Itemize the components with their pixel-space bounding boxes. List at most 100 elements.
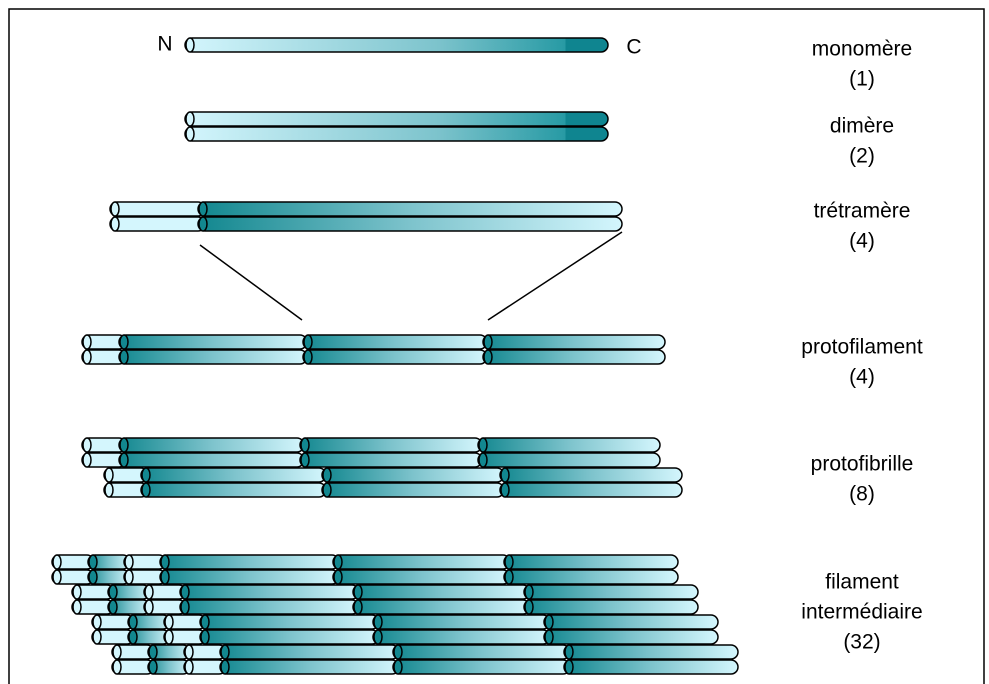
stage-count: (4) <box>849 366 875 389</box>
rod-end <box>124 554 134 570</box>
stage-name: monomère <box>812 38 912 61</box>
rod-end <box>180 584 190 600</box>
rod <box>159 554 340 570</box>
rod <box>299 452 483 468</box>
rod-end <box>144 599 154 615</box>
rod <box>499 482 683 498</box>
rod-end <box>88 554 98 570</box>
rod <box>503 569 679 585</box>
rod-end <box>504 554 514 570</box>
rod-end <box>72 599 82 615</box>
rod-end <box>185 111 195 127</box>
rod-end <box>164 629 174 645</box>
rod-end <box>373 629 383 645</box>
rod <box>118 334 308 350</box>
rod <box>372 629 551 645</box>
rod <box>321 482 505 498</box>
rod-end <box>200 629 210 645</box>
rod-end <box>322 482 332 498</box>
rod-end <box>373 614 383 630</box>
stage-name: trétramère <box>814 200 911 223</box>
rod-end <box>141 482 151 498</box>
rod-end <box>148 644 158 660</box>
n-terminus: N <box>157 33 172 56</box>
rod-end <box>110 216 120 232</box>
rod-end <box>393 659 403 675</box>
rod-end <box>483 349 493 365</box>
rod-end <box>544 629 554 645</box>
stage-name: protofibrille <box>811 453 914 476</box>
zoom-line <box>199 244 303 321</box>
rod-end <box>119 334 129 350</box>
rod-end <box>141 467 151 483</box>
rod-end <box>104 482 114 498</box>
frame <box>8 8 985 684</box>
rod <box>352 584 531 600</box>
rod-end <box>92 629 102 645</box>
rod-end <box>124 569 134 585</box>
rod-end <box>128 629 138 645</box>
rod <box>543 629 719 645</box>
rod-end <box>393 644 403 660</box>
labels: monomère (1) dimère (2) trétramère (4) protofi… <box>801 38 923 654</box>
rod <box>179 599 360 615</box>
rod-end <box>200 614 210 630</box>
rod-end <box>504 569 514 585</box>
rod <box>118 452 305 468</box>
c-terminus: C <box>626 36 641 59</box>
rod-end <box>180 599 190 615</box>
rod-end <box>478 437 488 453</box>
rod-end <box>564 644 574 660</box>
rod-end <box>144 584 154 600</box>
rod <box>477 452 661 468</box>
rod <box>140 482 327 498</box>
stage-count: (8) <box>849 483 875 506</box>
rod <box>199 614 380 630</box>
rod-end <box>483 334 493 350</box>
rod <box>352 599 531 615</box>
rod <box>197 201 623 217</box>
rod-end <box>303 334 313 350</box>
rod <box>184 111 609 127</box>
rod <box>523 599 699 615</box>
rod-end <box>524 599 534 615</box>
rod-end <box>220 644 230 660</box>
rod-end <box>104 467 114 483</box>
rod-end <box>148 659 158 675</box>
rod <box>197 216 623 232</box>
rod <box>321 467 505 483</box>
stage-name: dimère <box>830 115 894 138</box>
rod-end <box>52 569 62 585</box>
rod <box>523 584 699 600</box>
rods <box>51 37 739 675</box>
rod <box>219 659 400 675</box>
stage-name: intermédiaire <box>801 601 922 624</box>
rod-end <box>220 659 230 675</box>
rod-end <box>564 659 574 675</box>
rod <box>219 644 400 660</box>
rod-end <box>119 452 129 468</box>
rod <box>477 437 661 453</box>
rod-end <box>88 569 98 585</box>
rod-end <box>185 126 195 142</box>
rod <box>392 659 571 675</box>
rod-end <box>303 349 313 365</box>
rod-end <box>119 349 129 365</box>
rod-end <box>353 584 363 600</box>
rod <box>302 334 488 350</box>
rod <box>372 614 551 630</box>
rod-end <box>119 437 129 453</box>
rod-end <box>82 334 92 350</box>
rod <box>302 349 488 365</box>
rod <box>140 467 327 483</box>
stage-count: (1) <box>849 68 875 91</box>
stage-name: protofilament <box>801 336 923 359</box>
stage-count: (2) <box>849 145 875 168</box>
rod-end <box>185 37 195 53</box>
zoom-line <box>487 231 623 321</box>
rod-end <box>322 467 332 483</box>
rod-end <box>353 599 363 615</box>
rod <box>118 437 305 453</box>
rod-end <box>300 452 310 468</box>
